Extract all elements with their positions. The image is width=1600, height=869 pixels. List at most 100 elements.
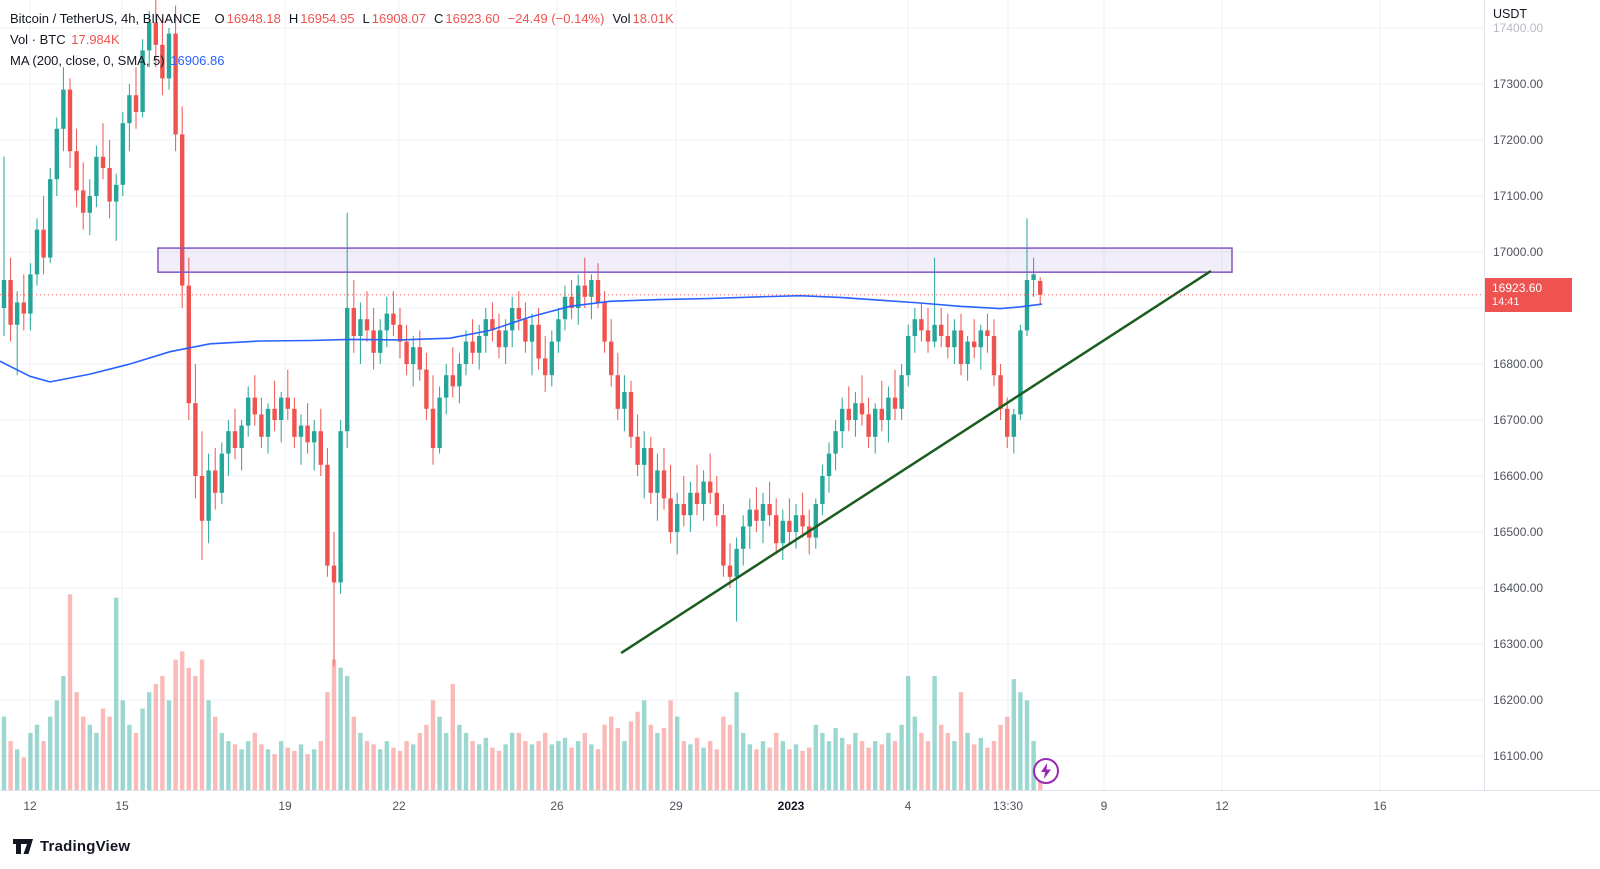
ma-indicator: MA (200, close, 0, SMA, 5) 16906.86 bbox=[10, 52, 225, 68]
candle-body bbox=[81, 190, 86, 213]
volume-bar bbox=[477, 744, 482, 790]
candle-body bbox=[701, 481, 706, 504]
candle-body bbox=[259, 414, 264, 437]
legend-row-volume-indicator[interactable]: Vol · BTC 17.984K bbox=[10, 29, 682, 50]
volume-bar bbox=[569, 747, 574, 790]
volume-bar bbox=[991, 741, 997, 790]
ohlc-low: L 16908.07 bbox=[362, 10, 426, 26]
candle-body bbox=[536, 324, 541, 359]
volume-bar bbox=[840, 737, 845, 790]
candle-body bbox=[734, 548, 739, 577]
current-price-badge: 16923.60 14:41 bbox=[1485, 277, 1572, 312]
volume-bar bbox=[958, 692, 964, 790]
volume-bar bbox=[325, 692, 330, 790]
symbol-title[interactable]: Bitcoin / TetherUS, 4h, BINANCE bbox=[10, 10, 201, 26]
candle-body bbox=[754, 509, 759, 521]
time-axis-label: 12 bbox=[23, 799, 37, 813]
volume-bar bbox=[48, 716, 53, 790]
candle-body bbox=[688, 492, 693, 516]
candle-body bbox=[378, 330, 383, 353]
candle-body bbox=[28, 274, 33, 314]
volume-bar bbox=[543, 732, 548, 790]
legend-row-ma-indicator[interactable]: MA (200, close, 0, SMA, 5) 16906.86 bbox=[10, 50, 682, 71]
volume-bar bbox=[576, 741, 581, 790]
candle-body bbox=[496, 330, 502, 348]
tradingview-logo[interactable] bbox=[12, 837, 34, 856]
candle-body bbox=[708, 481, 713, 493]
volume-bar bbox=[642, 700, 647, 790]
volume-bar bbox=[912, 716, 917, 790]
candle-body bbox=[397, 324, 403, 342]
candle-body bbox=[978, 330, 983, 348]
volume-bar bbox=[213, 716, 218, 790]
volume-bar bbox=[760, 741, 766, 790]
volume-bar bbox=[94, 732, 99, 790]
trendline[interactable] bbox=[620, 270, 1212, 654]
candle-body bbox=[859, 403, 865, 415]
candle-body bbox=[1018, 330, 1023, 415]
volume-bar bbox=[450, 684, 455, 790]
volume-bar bbox=[345, 675, 350, 790]
candle-body bbox=[358, 319, 363, 336]
volume-bar bbox=[925, 741, 931, 790]
candle-body bbox=[760, 504, 766, 521]
candle-body bbox=[925, 330, 931, 342]
candle-body bbox=[206, 470, 211, 521]
volume-bar bbox=[727, 724, 733, 790]
candle-body bbox=[450, 375, 455, 387]
volume-bar bbox=[919, 732, 924, 790]
volume-bar bbox=[457, 724, 462, 790]
brand-name[interactable]: TradingView bbox=[40, 838, 131, 855]
time-axis-label: 29 bbox=[669, 799, 683, 813]
volume-bar bbox=[331, 659, 337, 790]
volume-bar bbox=[952, 741, 957, 790]
candle-body bbox=[94, 156, 99, 196]
volume-bar bbox=[87, 724, 92, 790]
volume-bar bbox=[364, 741, 370, 790]
volume-bar bbox=[318, 741, 323, 790]
volume-bar bbox=[28, 732, 33, 790]
candle-body bbox=[272, 408, 277, 420]
volume-bar bbox=[714, 749, 719, 790]
volume-bar bbox=[1024, 700, 1030, 790]
volume-bar bbox=[193, 675, 198, 790]
candle-body bbox=[48, 179, 53, 258]
volume-bar bbox=[351, 716, 356, 790]
price-axis-label: 17000.00 bbox=[1493, 245, 1544, 259]
volume-bar bbox=[411, 744, 416, 790]
volume-bar bbox=[463, 732, 469, 790]
candle-body bbox=[279, 397, 284, 420]
candle-body bbox=[813, 504, 818, 538]
time-axis-label: 26 bbox=[550, 799, 564, 813]
candle-body bbox=[569, 296, 574, 308]
ohlc-high: H 16954.95 bbox=[288, 10, 355, 26]
candle-body bbox=[840, 408, 845, 432]
lightning-button[interactable] bbox=[1033, 758, 1059, 784]
volume-bar bbox=[21, 757, 26, 790]
candle-body bbox=[180, 134, 185, 286]
chart-canvas[interactable] bbox=[0, 0, 1484, 790]
candle-body bbox=[767, 504, 772, 516]
candle-body bbox=[886, 397, 891, 420]
candle-body bbox=[648, 448, 653, 493]
candle-body bbox=[892, 397, 898, 409]
time-axis-label: 13:30 bbox=[992, 799, 1024, 813]
volume-bar bbox=[107, 716, 112, 790]
candle-body bbox=[741, 526, 746, 549]
volume-bar bbox=[510, 732, 515, 790]
price-change: −24.49 (−0.14%) bbox=[507, 10, 605, 26]
candle-body bbox=[543, 358, 548, 376]
volume-bar bbox=[939, 724, 944, 790]
candle-body bbox=[576, 285, 581, 308]
candle-body bbox=[727, 565, 733, 577]
candle-body bbox=[120, 123, 125, 185]
candle-body bbox=[655, 470, 660, 493]
price-axis[interactable]: USDT 17400.00 17300.00 17200.00 17100.00 170… bbox=[1484, 0, 1600, 824]
candle-body bbox=[635, 436, 640, 465]
candle-body bbox=[490, 319, 495, 331]
time-axis[interactable]: 12 15 19 22 26 29 2023 4 13:30 9 12 16 bbox=[0, 790, 1600, 825]
volume-bar bbox=[516, 732, 521, 790]
chart-legend: Bitcoin / TetherUS, 4h, BINANCE O 16948.1… bbox=[10, 8, 682, 71]
volume-bar bbox=[589, 744, 594, 790]
